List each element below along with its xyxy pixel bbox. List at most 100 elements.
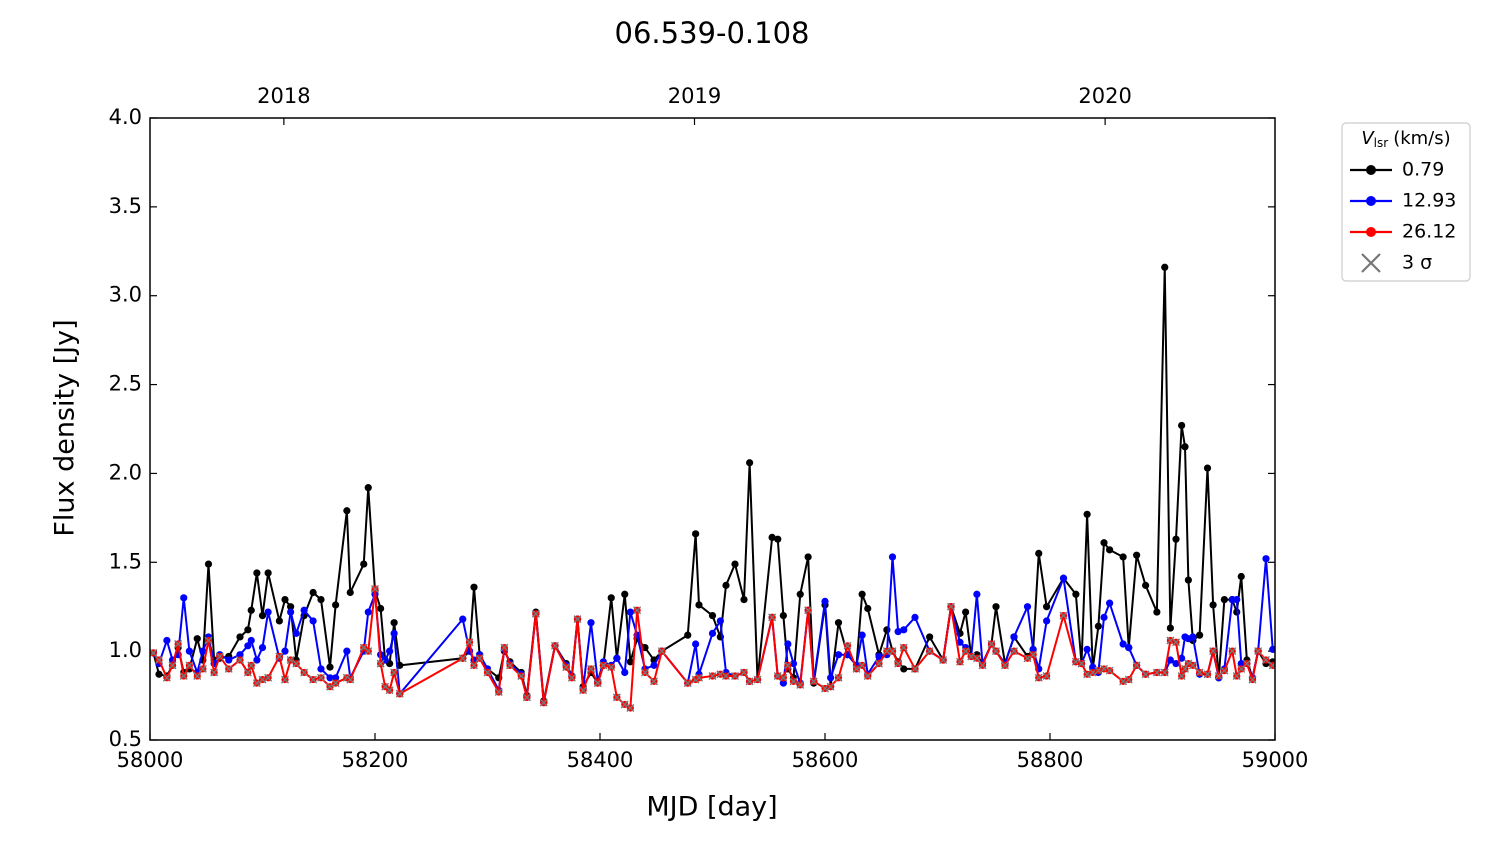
sigma-marker	[722, 672, 730, 681]
data-point	[390, 619, 398, 627]
data-point	[1262, 555, 1270, 563]
sigma-marker	[740, 668, 748, 677]
data-point	[731, 560, 739, 568]
sigma-marker	[753, 675, 762, 684]
sigma-marker	[987, 640, 996, 649]
data-point	[360, 560, 368, 568]
data-point	[253, 656, 261, 664]
y-tick-label: 1.5	[109, 549, 142, 573]
data-point	[716, 617, 724, 625]
data-point	[834, 619, 843, 627]
data-point	[1133, 551, 1141, 559]
sigma-marker	[567, 673, 576, 682]
data-point	[692, 640, 700, 648]
sigma-marker	[1132, 661, 1141, 670]
sigma-marker	[390, 668, 399, 677]
sigma-marker	[458, 654, 467, 663]
sigma-marker	[1177, 672, 1186, 681]
data-point	[264, 569, 272, 577]
data-point	[821, 597, 829, 605]
data-point	[796, 590, 804, 598]
data-point	[746, 459, 754, 467]
data-point	[253, 569, 261, 577]
sigma-marker	[947, 602, 955, 611]
data-point	[1119, 640, 1127, 648]
sigma-marker	[650, 677, 658, 686]
data-point	[1083, 645, 1091, 653]
y-tick-label: 0.5	[109, 727, 142, 751]
sigma-marker	[385, 686, 394, 695]
data-point	[1035, 549, 1043, 558]
data-point	[722, 581, 730, 589]
sigma-marker	[804, 606, 813, 615]
legend-label: 12.93	[1402, 190, 1456, 212]
sigma-marker	[1209, 647, 1218, 656]
sigma-marker	[1034, 673, 1043, 682]
sigma-marker	[826, 682, 835, 691]
sigma-marker	[275, 652, 284, 661]
sigma-marker	[911, 664, 919, 673]
data-point	[784, 640, 792, 648]
top-tick-label: 2018	[257, 84, 310, 108]
data-point	[386, 647, 394, 655]
data-point	[1023, 603, 1032, 611]
legend-title-part: V	[1361, 128, 1375, 149]
data-point	[894, 627, 902, 636]
legend-box	[1341, 122, 1471, 282]
sigma-marker	[789, 677, 798, 686]
data-point	[827, 674, 835, 682]
sigma-marker	[1228, 647, 1237, 656]
data-point	[774, 535, 782, 543]
sigma-marker	[779, 673, 788, 682]
sigma-marker	[1268, 661, 1275, 670]
top-tick-label: 2020	[1078, 84, 1131, 108]
sigma-marker	[395, 689, 404, 698]
sigma-marker	[695, 673, 703, 682]
data-point	[390, 629, 398, 637]
sigma-marker	[641, 668, 649, 677]
x-tick-label: 58600	[792, 748, 859, 772]
data-point	[459, 615, 467, 623]
legend-label: 26.12	[1402, 221, 1456, 243]
sigma-marker	[1010, 647, 1018, 656]
sigma-marker	[317, 673, 325, 682]
data-point	[247, 636, 255, 645]
data-point	[185, 647, 193, 655]
data-point	[332, 601, 340, 609]
plot-frame	[149, 117, 1276, 741]
sigma-marker	[834, 673, 843, 682]
legend-label: 3 σ	[1402, 252, 1432, 274]
data-point	[1269, 645, 1275, 653]
data-point	[789, 659, 798, 668]
plot-area	[150, 263, 1275, 713]
sigma-marker	[972, 654, 981, 663]
sigma-marker	[1248, 675, 1257, 684]
data-point	[1100, 539, 1108, 547]
sigma-marker	[894, 659, 903, 668]
sigma-marker	[281, 675, 289, 684]
data-point	[626, 658, 634, 666]
sigma-marker	[215, 652, 224, 661]
data-point	[888, 553, 897, 561]
x-tick-label: 58200	[342, 748, 409, 772]
data-point	[804, 553, 812, 561]
data-point	[1233, 596, 1241, 604]
data-point	[1172, 659, 1180, 668]
sigma-marker	[657, 647, 666, 656]
data-point	[1178, 421, 1186, 430]
data-point	[1237, 572, 1245, 581]
sigma-marker	[185, 661, 194, 670]
legend-marker	[1366, 165, 1376, 175]
data-point	[1166, 656, 1174, 664]
data-point	[858, 590, 866, 598]
legend-sigma-marker	[1361, 253, 1381, 273]
sigma-marker	[863, 672, 872, 681]
data-point	[992, 603, 1000, 611]
data-point	[281, 647, 289, 655]
data-point	[287, 608, 295, 616]
sigma-marker	[809, 677, 818, 686]
data-point	[1119, 553, 1127, 561]
data-point	[926, 633, 934, 641]
sigma-marker	[607, 663, 616, 672]
